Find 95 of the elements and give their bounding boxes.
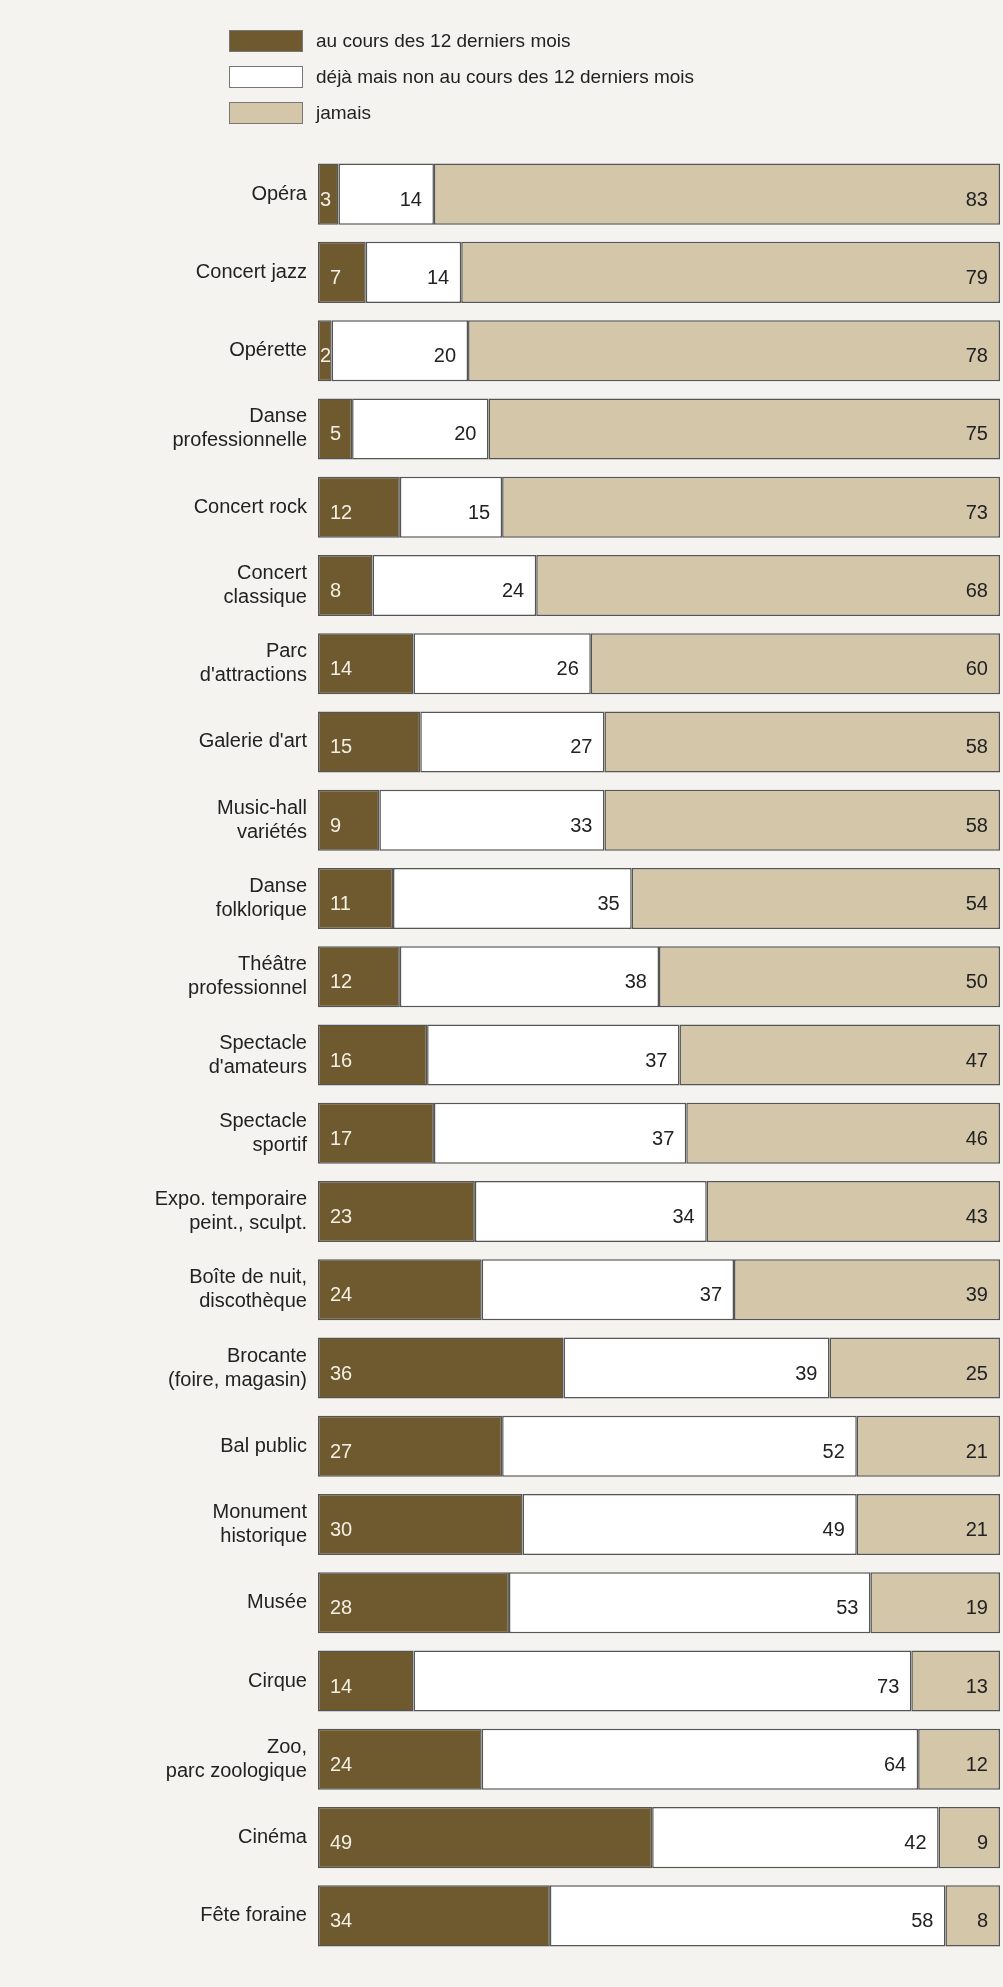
y-tick-label: Monument historique [212, 1500, 308, 1547]
data-label: 58 [965, 813, 988, 836]
data-label: 42 [904, 1831, 927, 1854]
data-label: 37 [699, 1283, 723, 1306]
data-label: 33 [570, 813, 593, 836]
y-tick-label: Théâtre professionnel [188, 952, 307, 999]
y-tick-label: Parc d'attractions [199, 639, 307, 686]
data-label: 37 [645, 1048, 668, 1071]
y-tick-label: Danse folklorique [215, 873, 307, 920]
data-label: 9 [330, 813, 342, 836]
data-label: 78 [965, 344, 988, 367]
data-label: 17 [330, 1126, 353, 1149]
data-label: 26 [556, 657, 579, 680]
data-label: 73 [965, 500, 988, 523]
data-label: 14 [330, 1674, 353, 1697]
y-tick-label: Zoo, parc zoologique [165, 1734, 307, 1781]
data-label: 34 [330, 1909, 353, 1932]
data-label: 20 [454, 422, 477, 445]
data-label: 8 [976, 1909, 988, 1932]
data-label: 12 [965, 1752, 988, 1775]
data-label: 13 [965, 1674, 988, 1697]
data-label: 52 [822, 1439, 845, 1462]
data-label: 47 [965, 1048, 988, 1071]
data-label: 58 [965, 735, 988, 758]
y-tick-label: Spectacle d'amateurs [208, 1030, 307, 1077]
data-label: 8 [330, 578, 342, 601]
data-label: 50 [965, 970, 988, 993]
data-label: 27 [570, 735, 593, 758]
data-label: 3 [320, 187, 332, 210]
data-label: 15 [330, 735, 353, 758]
data-label: 46 [965, 1126, 988, 1149]
data-label: 39 [795, 1361, 818, 1384]
data-label: 49 [822, 1518, 845, 1541]
y-tick-label: Opérette [229, 338, 307, 361]
data-label: 14 [399, 187, 422, 210]
data-label: 73 [877, 1674, 900, 1697]
y-tick-label: Musée [246, 1590, 307, 1613]
y-tick-label: Boîte de nuit, discothèque [189, 1265, 307, 1312]
data-label: 15 [467, 500, 491, 523]
legend-label: jamais [316, 102, 371, 124]
data-label: 34 [672, 1205, 695, 1228]
y-tick-label: Brocante (foire, magasin) [168, 1343, 307, 1390]
data-label: 38 [624, 970, 647, 993]
y-tick-label: Opéra [251, 181, 308, 204]
y-tick-label: Cinéma [238, 1825, 308, 1848]
data-label: 11 [330, 891, 351, 914]
data-label: 36 [330, 1361, 353, 1384]
data-label: 12 [330, 970, 353, 993]
data-label: 27 [330, 1439, 353, 1462]
y-tick-label: Music-hall variétés [216, 795, 307, 842]
data-label: 43 [965, 1205, 988, 1228]
data-label: 24 [330, 1283, 353, 1306]
data-label: 5 [330, 422, 342, 445]
data-label: 79 [965, 265, 988, 288]
data-label: 9 [976, 1831, 988, 1854]
data-label: 19 [965, 1596, 988, 1619]
data-label: 21 [965, 1518, 988, 1541]
legend-label: au cours des 12 derniers mois [316, 30, 571, 52]
y-tick-label: Spectacle sportif [219, 1108, 308, 1155]
data-label: 25 [965, 1361, 988, 1384]
data-label: 58 [911, 1909, 934, 1932]
y-tick-label: Danse professionnelle [172, 404, 307, 451]
data-label: 24 [330, 1752, 353, 1775]
legend-label: déjà mais non au cours des 12 derniers mois [316, 66, 695, 88]
data-label: 28 [330, 1596, 353, 1619]
data-label: 7 [330, 265, 342, 288]
data-label: 75 [965, 422, 988, 445]
data-label: 12 [330, 500, 353, 523]
data-label: 39 [965, 1283, 988, 1306]
data-label: 64 [883, 1752, 907, 1775]
data-label: 49 [330, 1831, 353, 1854]
data-label: 35 [597, 891, 620, 914]
data-label: 68 [965, 578, 988, 601]
data-label: 23 [330, 1205, 353, 1228]
data-label: 16 [330, 1048, 353, 1071]
data-label: 60 [965, 657, 988, 680]
y-tick-label: Concert jazz [195, 259, 307, 282]
y-tick-label: Cirque [248, 1668, 307, 1691]
y-tick-label: Concert rock [193, 494, 308, 517]
data-label: 20 [433, 344, 457, 367]
y-tick-label: Galerie d'art [198, 729, 308, 752]
data-label: 14 [330, 657, 353, 680]
y-tick-label: Expo. temporaire peint., sculpt. [154, 1187, 307, 1234]
data-label: 37 [652, 1126, 675, 1149]
data-label: 54 [965, 891, 988, 914]
data-label: 30 [330, 1518, 353, 1541]
data-label: 83 [965, 187, 988, 210]
data-label: 14 [426, 265, 450, 288]
y-tick-label: Fête foraine [200, 1903, 307, 1926]
data-label: 53 [836, 1596, 859, 1619]
data-label: 2 [320, 344, 332, 367]
y-tick-label: Bal public [220, 1433, 307, 1456]
data-label: 21 [965, 1439, 988, 1462]
y-tick-label: Concert classique [223, 560, 308, 607]
data-label: 24 [501, 578, 525, 601]
